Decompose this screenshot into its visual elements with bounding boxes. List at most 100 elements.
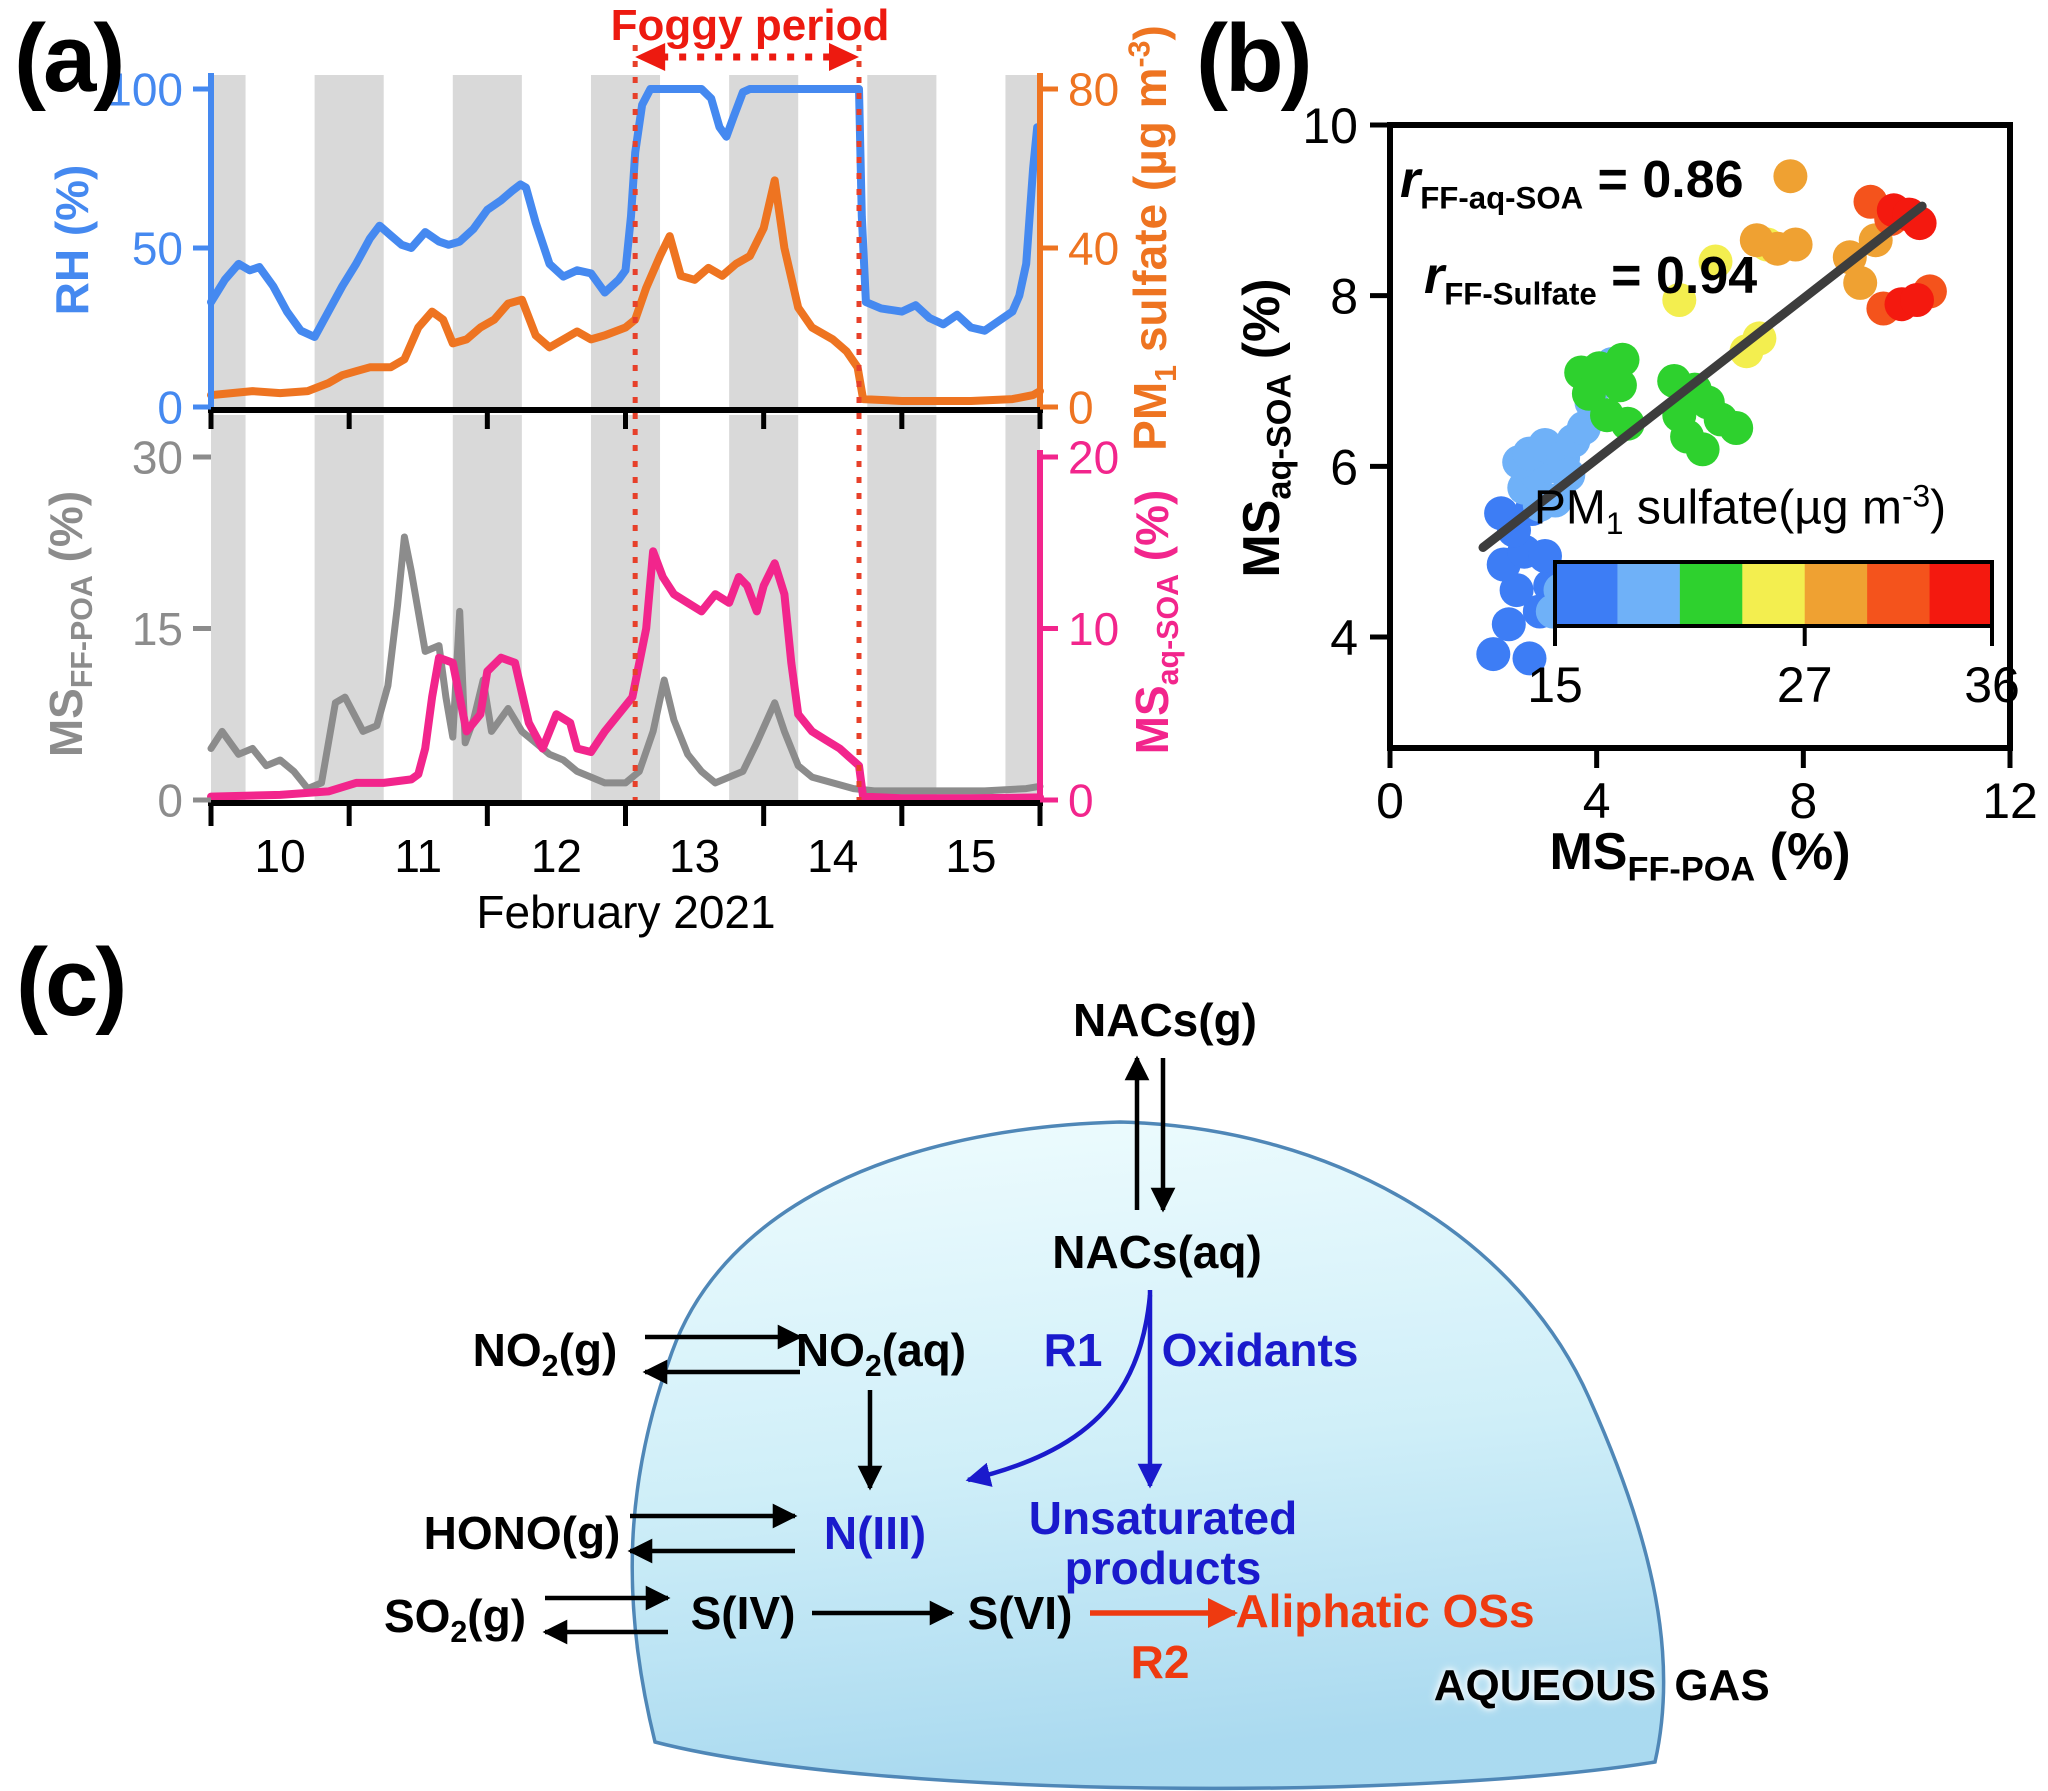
fog-period-label: Foggy period bbox=[610, 1, 890, 50]
scatter-point bbox=[1773, 159, 1808, 194]
node-hono-gas: HONO(g) bbox=[423, 1507, 621, 1559]
y-tick-label: 80 bbox=[1068, 64, 1119, 116]
node-nacs-aqueous: NACs(aq) bbox=[1052, 1226, 1262, 1278]
colorbar-segment bbox=[1555, 562, 1619, 626]
y-tick-label: 10 bbox=[1068, 603, 1119, 655]
panel-b-letter: (b) bbox=[1196, 5, 1313, 112]
corr-ff-sulfate: rFF-Sulfate = 0.94 bbox=[1424, 247, 1758, 312]
scatter-point bbox=[1843, 265, 1878, 300]
node-n-iii: N(III) bbox=[823, 1507, 927, 1559]
colorbar-segment bbox=[1617, 562, 1681, 626]
ms-aqsoa-series-line bbox=[207, 547, 1044, 803]
plot-box bbox=[1387, 122, 2013, 751]
night-band-top bbox=[867, 75, 937, 407]
y-tick-label: 0 bbox=[1068, 382, 1094, 434]
y-tick-label: 30 bbox=[132, 432, 183, 484]
scatter-point bbox=[1512, 641, 1547, 676]
colorbar-segment bbox=[1929, 562, 1993, 626]
corr-ff-aq-soa: rFF-aq-SOA = 0.86 bbox=[1400, 151, 1744, 216]
node-s-vi: S(VI) bbox=[967, 1587, 1073, 1639]
panel-a-letter: (a) bbox=[14, 5, 125, 112]
scatter-point bbox=[1538, 483, 1573, 518]
sulfate-series-line bbox=[207, 176, 1044, 405]
night-band-top bbox=[211, 75, 246, 407]
scatter-point bbox=[1719, 411, 1754, 445]
fog-arrow-right-head bbox=[829, 43, 860, 71]
b-x-tick-label: 12 bbox=[1982, 773, 2038, 829]
label-gas-region: GAS bbox=[1674, 1661, 1770, 1710]
x-tick-label: 15 bbox=[945, 830, 996, 882]
x-axis-date-label: February 2021 bbox=[476, 886, 776, 938]
scatter-point bbox=[1499, 573, 1534, 608]
night-band-bottom bbox=[867, 415, 937, 800]
b-y-tick-label: 10 bbox=[1302, 98, 1358, 154]
b-x-tick-label: 4 bbox=[1583, 773, 1611, 829]
node-r1: R1 bbox=[1043, 1324, 1103, 1376]
scatter-point bbox=[1602, 368, 1637, 403]
x-tick-label: 10 bbox=[254, 830, 305, 882]
scatter-point bbox=[1778, 227, 1813, 262]
scatter-point bbox=[1491, 607, 1526, 642]
colorbar-title: PM1 sulfate(µg m-3) bbox=[1533, 477, 1947, 542]
y-tick-label: 0 bbox=[157, 775, 183, 827]
x-tick-label: 11 bbox=[394, 830, 442, 882]
colorbar-segment bbox=[1742, 562, 1806, 626]
y-tick-label: 0 bbox=[157, 382, 183, 434]
night-band-bottom bbox=[1005, 415, 1040, 800]
ms-ffpoa-series-line bbox=[207, 533, 1044, 795]
rh-series-line bbox=[207, 85, 1042, 341]
panel-c-letter: (c) bbox=[16, 929, 127, 1036]
b-y-tick-label: 4 bbox=[1330, 610, 1358, 666]
x-tick-label: 13 bbox=[669, 830, 720, 882]
scatter-point bbox=[1605, 342, 1640, 377]
node-r2: R2 bbox=[1130, 1636, 1190, 1688]
x-tick-label: 14 bbox=[807, 830, 858, 882]
node-no2-aqueous: NO2(aq) bbox=[795, 1324, 967, 1384]
arrow-nacsaq-to-niii-curve bbox=[965, 1294, 1153, 1487]
node-s-iv: S(IV) bbox=[690, 1587, 796, 1639]
y-tick-label: 40 bbox=[1068, 223, 1119, 275]
node-no2-gas: NO2(g) bbox=[472, 1324, 618, 1384]
y-tick-label: 0 bbox=[1068, 775, 1094, 827]
b-x-tick-label: 0 bbox=[1376, 773, 1404, 829]
x-tick-label: 12 bbox=[531, 830, 582, 882]
b-y-tick-label: 6 bbox=[1330, 439, 1358, 495]
rh-axis-label-text: RH (%) bbox=[46, 164, 98, 316]
scatter-point bbox=[1900, 283, 1934, 317]
night-band-bottom bbox=[314, 415, 384, 800]
colorbar-segment bbox=[1804, 562, 1868, 626]
regression-line bbox=[1478, 201, 1927, 552]
scatter-point bbox=[1685, 432, 1720, 467]
label-aqueous-region: AQUEOUS bbox=[1433, 1661, 1657, 1710]
panel-b-chart: 0 4 8 12 4 6 8 10 15 27 36 bbox=[1302, 98, 2038, 829]
fog-arrow-left-head bbox=[635, 43, 666, 71]
b-y-tick-label: 8 bbox=[1330, 269, 1358, 325]
y-tick-label: 20 bbox=[1068, 432, 1119, 484]
panel-b-x-axis-label: MSFF-POA (%) bbox=[1549, 823, 1851, 889]
colorbar-tick-label: 27 bbox=[1777, 657, 1833, 713]
rh-axis-label: RH (%) bbox=[45, 165, 99, 316]
night-band-top bbox=[314, 75, 384, 407]
ms-aqsoa-axis-label: MSaq-SOA (%) bbox=[1126, 489, 1186, 755]
node-aliphatic-oss: Aliphatic OSs bbox=[1235, 1585, 1535, 1637]
node-unsaturated-products-line1: Unsaturated bbox=[1028, 1492, 1298, 1544]
colorbar-border bbox=[1553, 560, 1994, 628]
night-band-top bbox=[729, 75, 799, 407]
scatter-point bbox=[1698, 244, 1733, 279]
b-x-tick-label: 8 bbox=[1789, 773, 1817, 829]
node-oxidants: Oxidants bbox=[1161, 1324, 1359, 1376]
scatter-point bbox=[1662, 283, 1697, 317]
colorbar-tick-label: 36 bbox=[1964, 657, 2020, 713]
panel-b-y-axis-label: MSaq-SOA (%) bbox=[1233, 278, 1299, 578]
y-tick-label: 15 bbox=[132, 603, 183, 655]
pm1-sulfate-axis-label: PM1 sulfate (µg m-3) bbox=[1123, 25, 1184, 451]
colorbar-segment bbox=[1679, 562, 1743, 626]
node-unsaturated-products-line2: products bbox=[1064, 1542, 1262, 1594]
y-tick-label: 50 bbox=[132, 223, 183, 275]
node-nacs-gas: NACs(g) bbox=[1073, 994, 1257, 1046]
ms-ffpoa-axis-label: MSFF-POA (%) bbox=[40, 490, 100, 758]
y-tick-label: 100 bbox=[106, 64, 183, 116]
node-so2-gas: SO2(g) bbox=[383, 1590, 527, 1650]
